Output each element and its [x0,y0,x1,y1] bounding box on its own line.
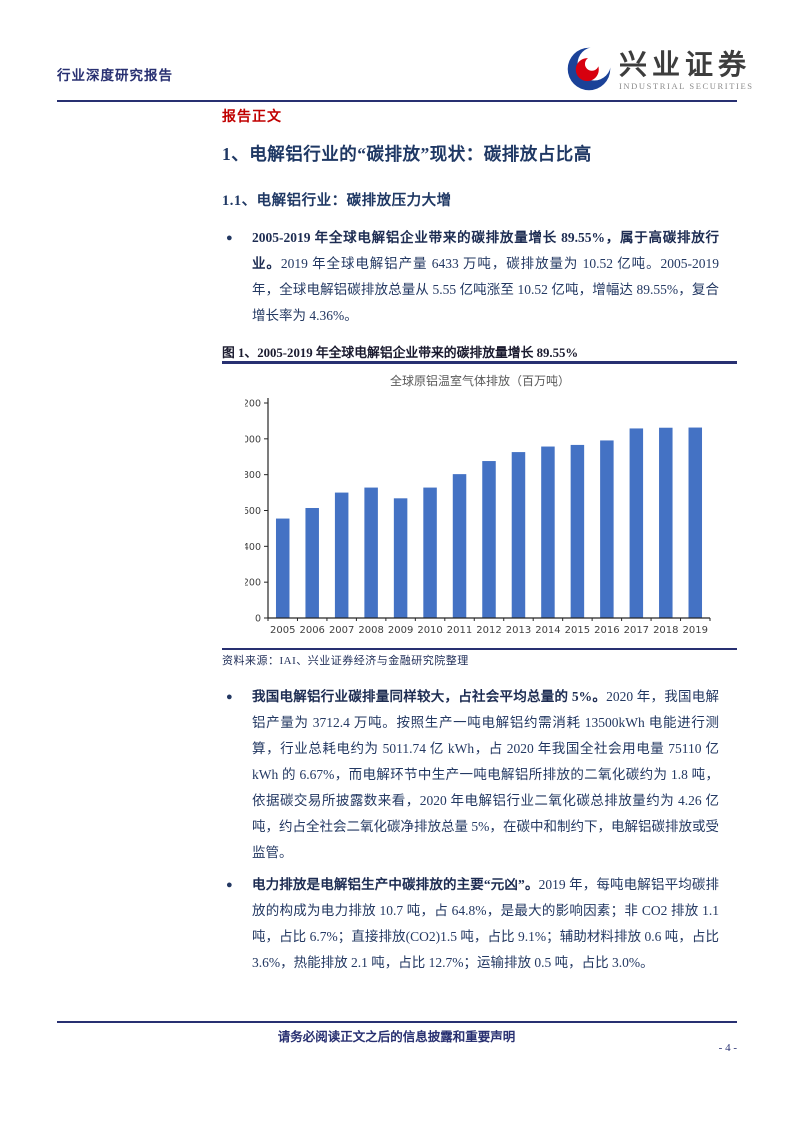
bullet-3-lead: 电力排放是电解铝生产中碳排放的主要“元凶”。 [252,877,539,892]
svg-text:2015: 2015 [565,625,590,636]
bullet-2-text: 2020 年，我国电解铝产量为 3712.4 万吨。按照生产一吨电解铝约需消耗 … [252,689,719,860]
emissions-bar-chart: 0 200 400 600 800 1000 1200 2005 2006 2007 2008 200… [245,398,711,636]
bullet-paragraph-1: ● 2005-2019 年全球电解铝企业带来的碳排放量增长 89.55%，属于高… [222,225,719,329]
svg-text:2013: 2013 [506,625,531,636]
header-divider [57,100,737,102]
chart-title: 全球原铝温室气体排放（百万吨） [389,374,570,388]
figure-caption: 图 1、2005-2019 年全球电解铝企业带来的碳排放量增长 89.55% [222,346,579,360]
svg-text:2006: 2006 [299,625,324,636]
body-section-label: 报告正文 [222,110,282,125]
svg-text:200: 200 [245,578,261,589]
bullet-2-lead: 我国电解铝行业碳排量同样较大，占社会平均总量的 5%。 [252,689,607,704]
brand-name-cn: 兴业证券 [619,50,752,82]
figure-caption-divider [222,361,737,364]
figure-source: 资料来源：IAI、兴业证券经济与金融研究院整理 [222,655,469,667]
bullet-1-lead: 2005-2019 年全球电解铝企业带来的碳排放量增长 89.55%，属于高碳排… [252,230,719,271]
bullet-icon: ● [226,691,233,703]
svg-text:2007: 2007 [329,625,354,636]
svg-text:2017: 2017 [624,625,649,636]
svg-text:600: 600 [245,506,261,517]
svg-text:2009: 2009 [388,625,413,636]
svg-text:1000: 1000 [245,434,261,445]
svg-text:1200: 1200 [245,399,261,410]
source-divider [222,648,737,650]
svg-text:2018: 2018 [653,625,678,636]
svg-text:2014: 2014 [535,625,560,636]
section-heading-1: 1、电解铝行业的“碳排放”现状：碳排放占比高 [222,144,592,164]
svg-text:400: 400 [245,542,261,553]
bullet-icon: ● [226,879,233,891]
bullet-icon: ● [226,232,233,244]
brand-logo: 兴业证券 INDUSTRIAL SECURITIES [566,46,754,97]
svg-text:2016: 2016 [594,625,619,636]
footer-divider [57,1021,737,1023]
svg-text:0: 0 [255,614,261,625]
svg-text:2011: 2011 [447,625,472,636]
svg-text:800: 800 [245,470,261,481]
svg-text:2012: 2012 [476,625,501,636]
brand-logo-icon [566,46,612,97]
bullet-1-text: 2019 年全球电解铝产量 6433 万吨，碳排放量为 10.52 亿吨。200… [252,256,719,323]
brand-name-en: INDUSTRIAL SECURITIES [619,81,754,92]
svg-text:2008: 2008 [358,625,383,636]
svg-text:2005: 2005 [270,625,295,636]
bullet-paragraph-3: ● 电力排放是电解铝生产中碳排放的主要“元凶”。2019 年，每吨电解铝平均碳排… [222,872,719,976]
footer-disclaimer: 请务必阅读正文之后的信息披露和重要声明 [277,1030,516,1044]
svg-text:2010: 2010 [417,625,442,636]
section-heading-1-1: 1.1、电解铝行业：碳排放压力大增 [222,193,452,209]
bullet-paragraph-2: ● 我国电解铝行业碳排量同样较大，占社会平均总量的 5%。2020 年，我国电解… [222,684,719,866]
page-number: - 4 - [718,1042,737,1054]
bullet-3-text: 2019 年，每吨电解铝平均碳排放的构成为电力排放 10.7 吨，占 64.8%… [252,877,720,970]
doc-type-label: 行业深度研究报告 [57,68,173,83]
svg-text:2019: 2019 [683,625,708,636]
